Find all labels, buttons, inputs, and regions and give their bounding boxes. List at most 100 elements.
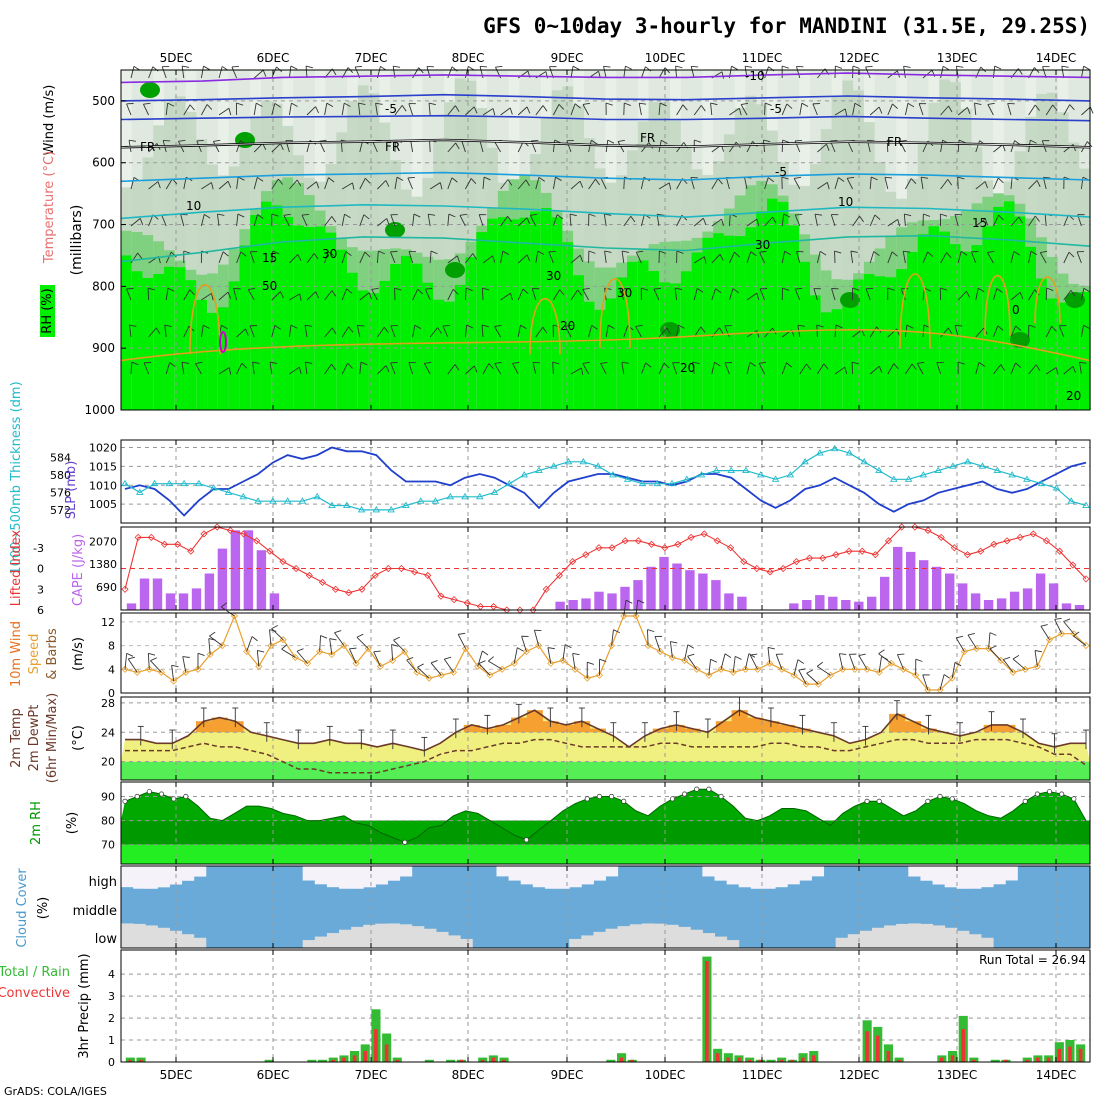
wind-barb — [653, 288, 660, 301]
wind-speed-point — [206, 650, 214, 659]
wind-barb — [181, 66, 185, 79]
wind-barb-flag — [414, 324, 422, 330]
wind-barb-flag — [1040, 624, 1048, 627]
li-point — [121, 585, 129, 593]
rh-band-saturated — [831, 309, 843, 410]
cape-bar — [1061, 603, 1072, 610]
li-point — [384, 564, 392, 573]
rh-point — [146, 789, 152, 795]
rh-band-saturated — [734, 236, 747, 410]
wind-barb — [728, 251, 735, 264]
wind-barb — [412, 67, 420, 79]
wind-barb-flag — [958, 139, 966, 144]
thickness-point — [668, 479, 676, 487]
wind-barb — [430, 662, 442, 676]
wind-barb-flag — [347, 362, 353, 369]
wind-barb-flag — [394, 287, 402, 291]
rh-band-saturated — [304, 227, 316, 410]
thickness-point — [1023, 475, 1031, 482]
thickness-point — [683, 475, 691, 482]
wind-barb-flag — [899, 139, 907, 142]
precip-conv-bar — [139, 1059, 143, 1062]
wind-speed-point — [656, 647, 664, 656]
wind-speed-point — [474, 662, 482, 670]
wind-barb-flag — [189, 289, 195, 296]
wind-speed-point — [595, 671, 603, 679]
thickness-point — [535, 466, 543, 474]
wind-barb-flag — [948, 327, 953, 335]
x-tick-label-top: 7DEC — [355, 51, 388, 65]
wind-barb — [729, 107, 740, 116]
wind-barb — [781, 251, 786, 264]
wind-speed-point — [303, 659, 312, 667]
contour-label: 30 — [546, 269, 561, 283]
wind-barb-flag — [974, 102, 982, 106]
contour-label: 20 — [1066, 389, 1081, 403]
wind-barb — [531, 288, 537, 301]
wind-barb — [271, 103, 276, 116]
x-tick-label-bottom: 8DEC — [452, 1068, 485, 1082]
wind-barb-flag — [481, 324, 489, 328]
cape-bar — [945, 573, 955, 610]
wind-barb-flag — [131, 361, 139, 366]
wind-barb — [236, 363, 243, 375]
cloud-low-cell — [726, 940, 740, 948]
wind-barb — [974, 103, 977, 116]
y-tick-label: 600 — [92, 156, 115, 170]
rh-band-mid — [185, 111, 197, 410]
wind-barb — [377, 326, 385, 338]
wind-barb-flag — [798, 668, 806, 671]
precip-total-bar — [990, 1059, 1000, 1062]
cloud-high-cell — [920, 866, 934, 881]
rh-band-saturated — [939, 231, 951, 410]
y-tick-label: 1000 — [84, 403, 115, 417]
precip-conv-bar — [940, 1057, 944, 1062]
wind-barb-flag — [858, 653, 866, 656]
thickness-point — [919, 471, 928, 478]
wind-barb-flag — [482, 287, 490, 291]
li-point — [411, 568, 419, 576]
rh-point — [1034, 791, 1040, 797]
wind-barb-flag — [558, 104, 565, 110]
wind-speed-point — [875, 668, 883, 676]
li-point — [595, 544, 603, 552]
wind-barb-flag — [417, 288, 424, 295]
wind-barb — [256, 650, 260, 667]
rh-tick-label: 80 — [101, 815, 115, 828]
wind-barb — [987, 104, 994, 116]
chart-title: GFS 0~10day 3-hourly for MANDINI (31.5E,… — [483, 14, 1090, 38]
wind-barb-flag — [910, 178, 917, 185]
wind-barb-flag — [997, 177, 1004, 184]
temp-label-c: (6hr Min/Max) — [45, 693, 60, 783]
rh-point — [609, 793, 615, 800]
wind-barb-flag — [537, 250, 545, 255]
wind-barb — [794, 288, 801, 301]
cape-bar — [1035, 573, 1046, 610]
wind-barb — [517, 288, 524, 301]
x-tick-label-bottom: 14DEC — [1036, 1068, 1076, 1082]
thickness-point — [135, 488, 144, 495]
cloud-low-cell — [435, 931, 449, 948]
wind-barb — [1063, 366, 1074, 375]
wind-barb-flag — [906, 324, 914, 329]
wind-speed-point — [668, 653, 676, 662]
cape-bar — [581, 598, 591, 610]
x-axis-top: 5DEC 6DEC 7DEC 8DEC 9DEC 10DEC 11DEC 12DEC 13DEC… — [160, 51, 1077, 65]
wind-barb-flag — [608, 324, 615, 329]
wind-barb — [957, 290, 967, 301]
cloud-high-cell — [508, 866, 522, 881]
thickness-point — [830, 444, 839, 452]
temp-warm-fill — [999, 724, 1016, 733]
wind-barb — [975, 327, 985, 338]
wind-barb-flag — [237, 213, 245, 218]
wind-barb-flag — [710, 658, 718, 663]
wind-barb-flag — [692, 361, 700, 364]
wind-barb-flag — [181, 361, 189, 364]
wind-barb-flag — [668, 182, 672, 190]
wind-barb — [724, 362, 730, 375]
wind-barb — [283, 215, 290, 227]
wind-barb-flag — [678, 324, 685, 329]
cape-bar — [165, 593, 176, 610]
